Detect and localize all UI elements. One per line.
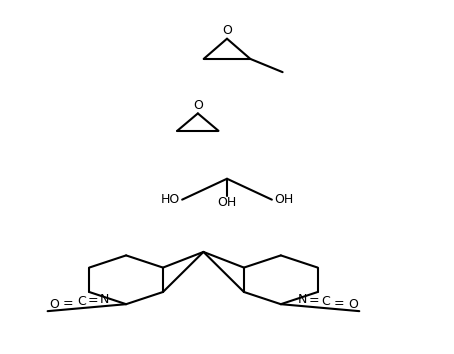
- Text: OH: OH: [274, 193, 293, 206]
- Text: =: =: [88, 295, 98, 307]
- Text: C: C: [77, 295, 86, 308]
- Text: N: N: [298, 293, 307, 306]
- Text: O: O: [193, 98, 203, 112]
- Text: O: O: [222, 24, 232, 37]
- Text: N: N: [99, 293, 109, 306]
- Text: O: O: [49, 298, 59, 311]
- Text: C: C: [321, 295, 330, 308]
- Text: =: =: [62, 297, 73, 310]
- Text: =: =: [309, 295, 320, 307]
- Text: O: O: [348, 298, 358, 311]
- Text: =: =: [334, 297, 345, 310]
- Text: OH: OH: [217, 196, 237, 209]
- Text: HO: HO: [161, 193, 180, 206]
